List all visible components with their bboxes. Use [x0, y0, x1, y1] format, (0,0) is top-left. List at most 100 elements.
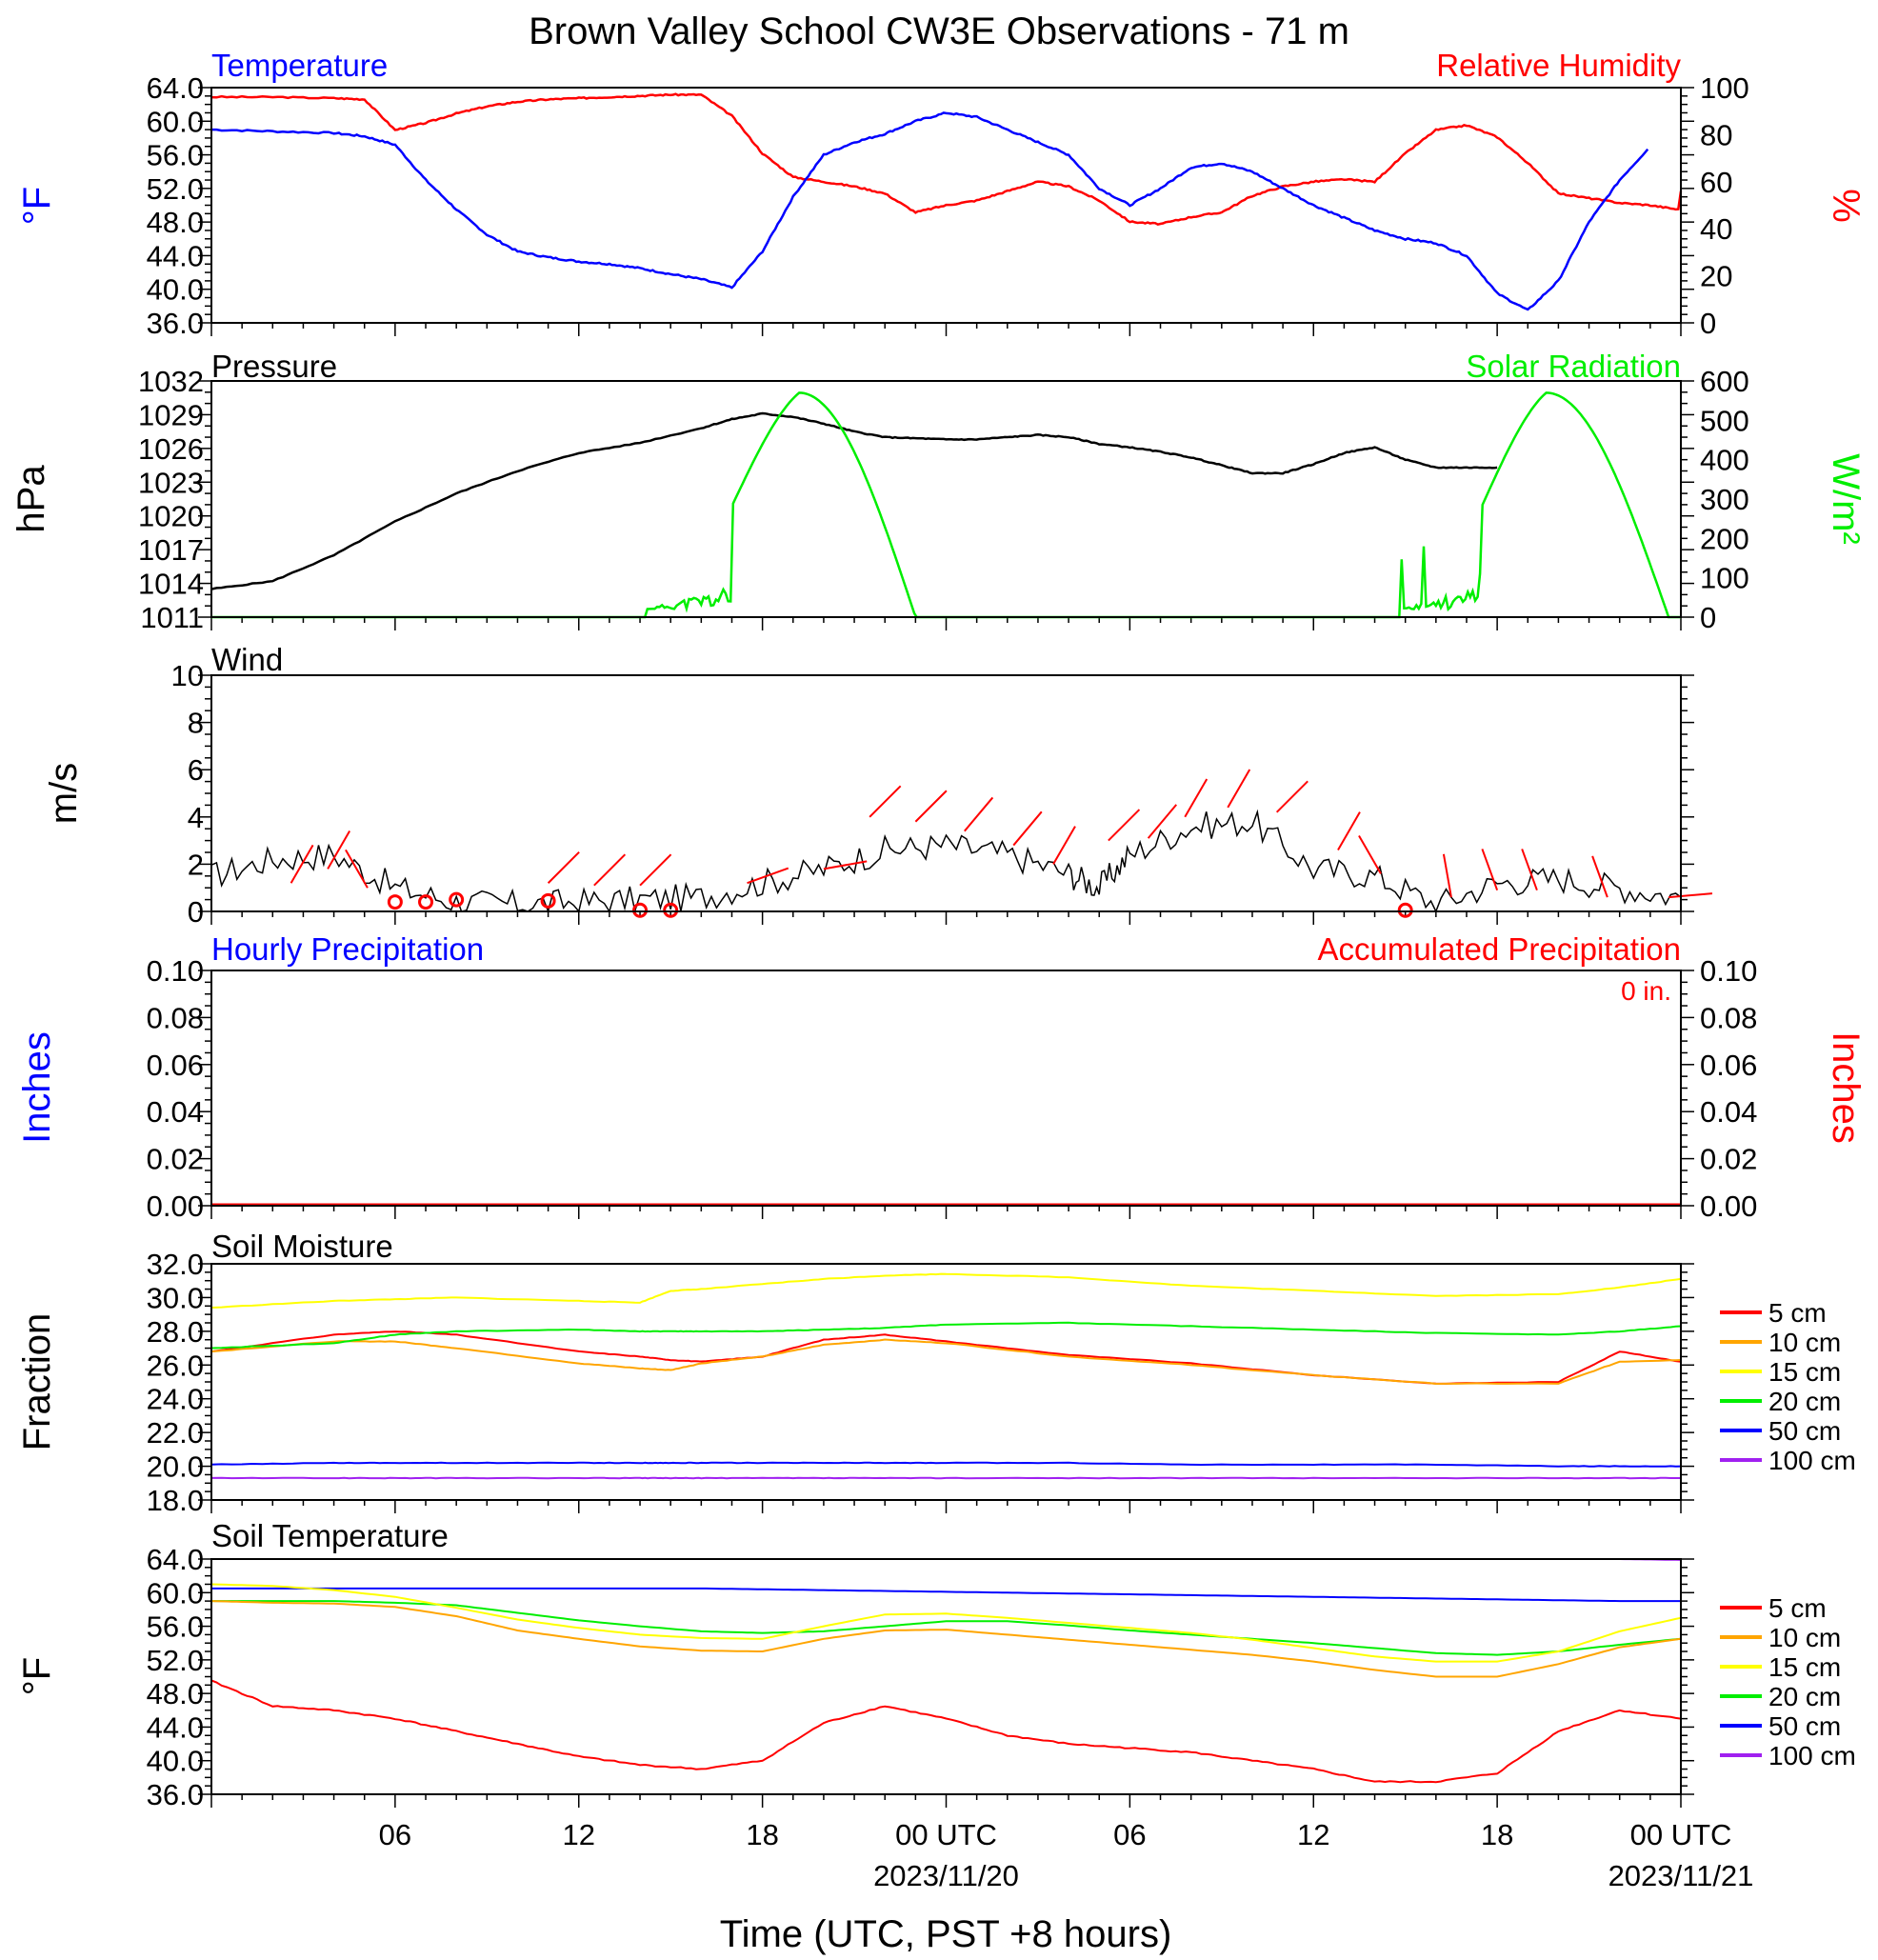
wind-barb: [1052, 826, 1076, 865]
soil-moisture-tick: 32.0: [147, 1248, 204, 1281]
wind-ylabel: m/s: [43, 763, 85, 824]
soil-temp-line-5cm: [210, 1679, 1682, 1784]
accum-precip-tick: 0.02: [1700, 1143, 1757, 1176]
soil-moisture-legend-label: 100 cm: [1768, 1446, 1856, 1475]
soil-moisture-tick: 18.0: [147, 1484, 204, 1517]
wind-barb: [1184, 778, 1209, 818]
soil-temp-legend-label: 100 cm: [1768, 1741, 1856, 1770]
soil-moisture-title: Soil Moisture: [211, 1229, 393, 1264]
temperature-tick: 56.0: [147, 139, 204, 172]
x-tick-label: 18: [746, 1818, 778, 1851]
solar-tick: 200: [1700, 522, 1749, 555]
soil-moisture-line-100cm: [210, 1476, 1681, 1480]
calm-wind-marker: [449, 891, 465, 908]
panel4-ticks: [198, 970, 1694, 1219]
panel3-ticks: [198, 674, 1694, 925]
wind-barb: [1147, 804, 1177, 839]
panel-precipitation: Hourly Precipitation Accumulated Precipi…: [16, 931, 1867, 1223]
accum-precip-tick: 0.10: [1700, 954, 1757, 988]
soil-moisture-tick: 20.0: [147, 1450, 204, 1484]
soil-temp-line-10cm: [210, 1600, 1682, 1678]
solar-tick: 100: [1700, 562, 1749, 595]
x-tick-label: 00 UTC: [895, 1818, 997, 1851]
accum-precip-note: 0 in.: [1621, 976, 1671, 1006]
soil-temp-tick: 60.0: [147, 1576, 204, 1610]
humidity-line: [210, 92, 1683, 227]
humidity-tick: 40: [1700, 212, 1732, 246]
soil-temp-legend-label: 5 cm: [1768, 1593, 1827, 1623]
panel2-series: [210, 391, 1681, 619]
pressure-tick: 1026: [138, 432, 204, 466]
pressure-tick: 1020: [138, 500, 204, 533]
panel-temperature-humidity: Temperature Relative Humidity °F % 64.06…: [16, 48, 1867, 340]
soil-moisture-tick: 24.0: [147, 1383, 204, 1416]
wind-tick: 4: [188, 801, 204, 834]
x-tick-label: 06: [379, 1818, 411, 1851]
x-tick-label: 00 UTC: [1630, 1818, 1732, 1851]
panel2-ticks: [198, 380, 1694, 630]
solar-tick: 300: [1700, 483, 1749, 516]
panel6-series: [210, 1558, 1682, 1784]
panel-soil-temperature: Soil Temperature °F 64.060.056.052.048.0…: [16, 1518, 1856, 1811]
accum-precip-tick: 0.00: [1700, 1190, 1757, 1223]
soil-moisture-line-20cm: [210, 1321, 1682, 1350]
wind-barb: [1481, 849, 1499, 891]
soil-moisture-legend-label: 5 cm: [1768, 1298, 1827, 1328]
soil-temp-line-50cm: [211, 1587, 1681, 1603]
wind-barb: [823, 860, 868, 870]
temperature-ylabel: °F: [16, 187, 58, 225]
calm-wind-marker: [540, 892, 556, 909]
hourly-precip-tick: 0.04: [147, 1095, 204, 1129]
hourly-precip-tick: 0.02: [147, 1143, 204, 1176]
temperature-tick: 40.0: [147, 273, 204, 307]
soil-moisture-tick: 28.0: [147, 1315, 204, 1349]
humidity-tick: 0: [1700, 307, 1716, 340]
wind-barb: [327, 830, 351, 870]
hourly-precip-tick: 0.10: [147, 954, 204, 988]
pressure-tick: 1023: [138, 466, 204, 499]
panel5-series: [210, 1272, 1682, 1480]
hourly-precip-ylabel: Inches: [16, 1031, 58, 1144]
pressure-tick: 1011: [140, 601, 204, 634]
x-date-label: 2023/11/21: [1608, 1859, 1754, 1892]
wind-barb: [1358, 834, 1382, 874]
wind-tick: 0: [188, 895, 204, 929]
calm-wind-marker: [418, 894, 434, 910]
accum-precip-tick: 0.06: [1700, 1049, 1757, 1082]
soil-moisture-legend-label: 15 cm: [1768, 1357, 1841, 1387]
wind-barb: [1108, 809, 1141, 842]
hourly-precip-tick-labels: 0.10 0.08 0.06 0.04 0.02 0.00: [147, 954, 204, 1223]
humidity-tick: 20: [1700, 260, 1732, 293]
solar-tick-labels: 600 500 400 300 200 100 0: [1700, 365, 1749, 634]
soil-temp-ylabel: °F: [16, 1657, 58, 1695]
soil-temp-legend-label: 15 cm: [1768, 1652, 1841, 1682]
wind-barb: [1521, 849, 1538, 891]
wind-barb: [290, 844, 314, 884]
temperature-tick: 44.0: [147, 239, 204, 272]
soil-temp-legend-label: 50 cm: [1768, 1711, 1841, 1741]
solar-title: Solar Radiation: [1466, 349, 1681, 384]
accum-precip-tick-labels: 0.10 0.08 0.06 0.04 0.02 0.00: [1700, 954, 1757, 1223]
soil-temp-tick: 40.0: [147, 1745, 204, 1778]
x-tick-labels: 06 12 18 00 UTC 06 12 18 00 UTC: [379, 1818, 1732, 1851]
panel6-frame: [210, 1558, 1682, 1795]
temperature-tick: 48.0: [147, 206, 204, 239]
accum-precip-ylabel: Inches: [1825, 1031, 1867, 1144]
humidity-tick-labels: 100 80 60 40 20 0: [1700, 71, 1749, 340]
x-date-label: 2023/11/20: [873, 1859, 1019, 1892]
pressure-tick: 1029: [138, 398, 204, 431]
wind-speed-line: [210, 809, 1682, 914]
wind-barb: [1337, 811, 1361, 851]
panel4-frame: [210, 970, 1682, 1207]
wind-tick: 2: [188, 848, 204, 881]
soil-temp-line-15cm: [210, 1583, 1682, 1663]
wind-barb: [1668, 892, 1713, 899]
temperature-tick: 36.0: [147, 307, 204, 340]
temperature-tick: 64.0: [147, 71, 204, 105]
solar-tick: 400: [1700, 444, 1749, 477]
soil-temp-tick: 52.0: [147, 1644, 204, 1677]
temperature-title: Temperature: [211, 48, 388, 83]
